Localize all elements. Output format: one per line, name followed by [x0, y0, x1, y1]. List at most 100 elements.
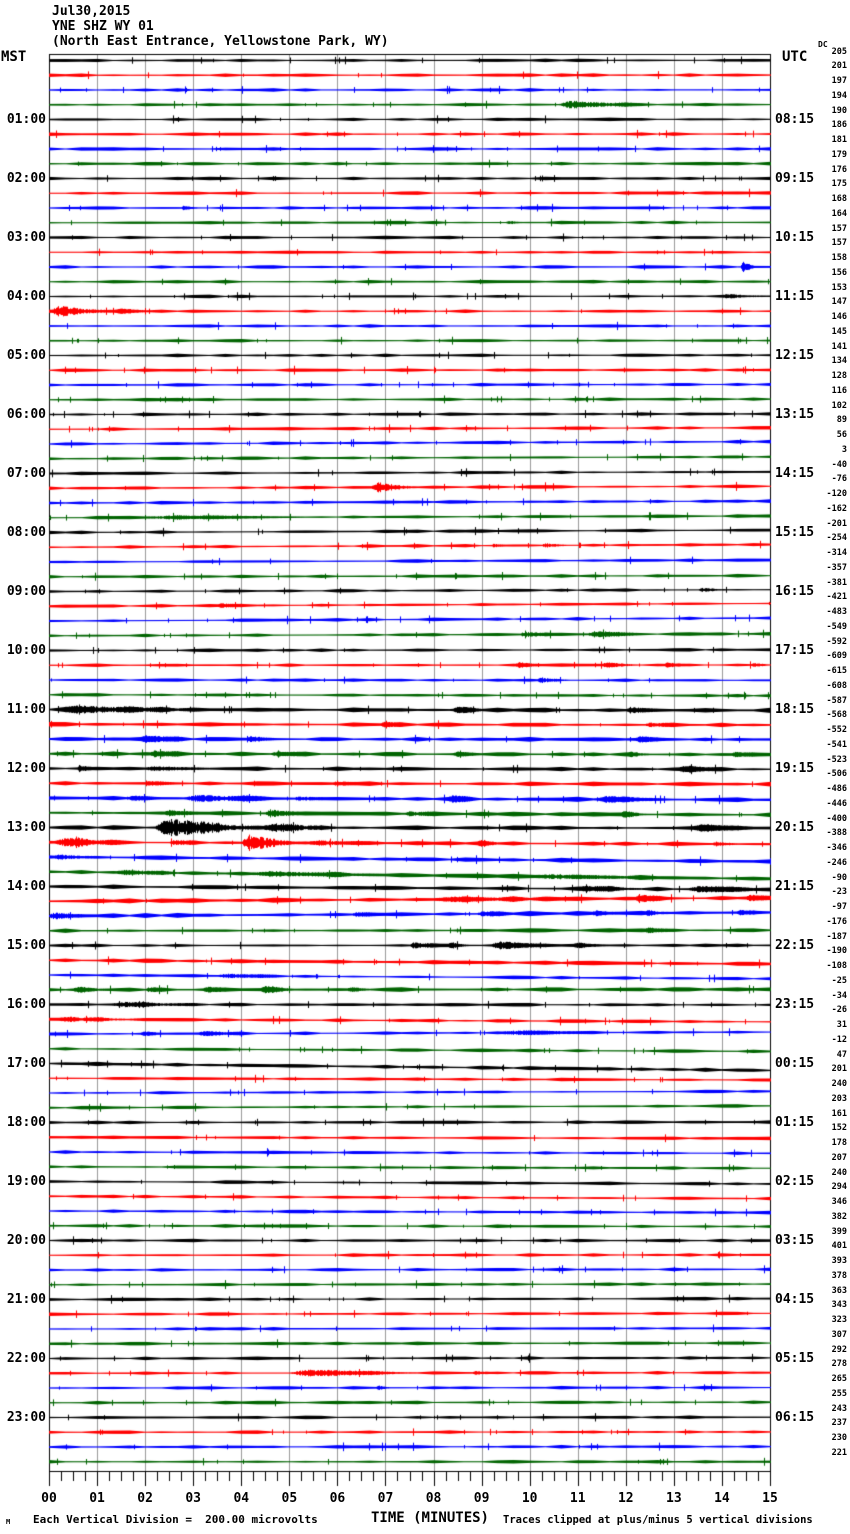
- dc-value-row-79: 382: [831, 1211, 847, 1222]
- dc-value-row-90: 265: [831, 1374, 847, 1384]
- utc-label-12:15: 12:15: [775, 347, 815, 363]
- utc-label-17:15: 17:15: [775, 642, 815, 658]
- mst-label-09:00: 09:00: [6, 583, 46, 599]
- utc-label-18:15: 18:15: [775, 701, 815, 717]
- utc-label-06:15: 06:15: [775, 1409, 815, 1425]
- dc-value-row-93: 237: [831, 1418, 847, 1429]
- dc-value-row-6: 181: [831, 135, 847, 145]
- dc-value-row-19: 145: [831, 326, 847, 337]
- x-tick-label-05: 05: [281, 1491, 298, 1506]
- x-tick-label-00: 00: [41, 1491, 57, 1506]
- dc-value-row-70: 240: [831, 1079, 847, 1089]
- mst-label-06:00: 06:00: [6, 406, 46, 422]
- dc-value-row-8: 176: [831, 164, 847, 175]
- dc-value-row-49: -506: [826, 769, 847, 780]
- dc-value-row-34: -314: [826, 548, 847, 558]
- mst-label-01:00: 01:00: [6, 111, 46, 127]
- utc-label-09:15: 09:15: [775, 170, 815, 186]
- dc-value-row-66: 31: [836, 1020, 847, 1030]
- dc-value-row-2: 197: [831, 76, 847, 86]
- dc-value-row-33: -254: [826, 533, 847, 544]
- mst-axis-label: MST: [1, 49, 27, 65]
- dc-value-row-52: -400: [826, 813, 847, 824]
- dc-value-row-9: 175: [831, 179, 847, 190]
- utc-label-21:15: 21:15: [775, 878, 815, 894]
- dc-value-row-44: -587: [826, 695, 847, 706]
- dc-value-row-50: -486: [826, 784, 847, 794]
- dc-value-row-72: 161: [831, 1108, 847, 1119]
- dc-value-row-1: 201: [831, 61, 847, 72]
- utc-label-10:15: 10:15: [775, 229, 815, 245]
- utc-label-19:15: 19:15: [775, 760, 815, 776]
- utc-label-15:15: 15:15: [775, 524, 815, 540]
- utc-label-01:15: 01:15: [775, 1114, 815, 1130]
- dc-value-row-62: -108: [826, 961, 847, 971]
- mst-label-17:00: 17:00: [6, 1055, 46, 1071]
- dc-value-row-76: 240: [831, 1167, 847, 1178]
- dc-value-row-18: 146: [831, 312, 847, 322]
- dc-value-row-64: -34: [831, 990, 847, 1001]
- dc-value-row-37: -421: [826, 592, 847, 603]
- footer-corner-mark: M: [6, 1518, 11, 1526]
- utc-label-04:15: 04:15: [775, 1291, 815, 1307]
- x-tick-label-06: 06: [329, 1491, 346, 1506]
- x-tick-label-03: 03: [185, 1491, 202, 1506]
- dc-value-row-51: -446: [826, 798, 847, 809]
- mst-label-02:00: 02:00: [6, 170, 46, 186]
- footer-division-note: Each Vertical Division = 200.00 microvol…: [33, 1513, 318, 1526]
- mst-label-22:00: 22:00: [6, 1350, 46, 1366]
- utc-label-02:15: 02:15: [775, 1173, 815, 1189]
- mst-label-12:00: 12:00: [6, 760, 46, 776]
- dc-value-row-89: 278: [831, 1359, 847, 1370]
- dc-value-row-22: 128: [831, 371, 847, 381]
- x-axis-title: TIME (MINUTES): [370, 1510, 489, 1526]
- mst-label-05:00: 05:00: [6, 347, 46, 363]
- dc-value-row-77: 294: [831, 1182, 847, 1193]
- x-tick-label-15: 15: [762, 1491, 778, 1506]
- dc-value-row-16: 153: [831, 282, 847, 293]
- utc-label-22:15: 22:15: [775, 937, 815, 953]
- utc-label-00:15: 00:15: [775, 1055, 815, 1071]
- dc-value-row-59: -176: [826, 916, 847, 927]
- dc-value-row-54: -346: [826, 843, 847, 853]
- dc-value-row-78: 346: [831, 1197, 847, 1207]
- utc-label-23:15: 23:15: [775, 996, 815, 1012]
- utc-label-20:15: 20:15: [775, 819, 815, 835]
- utc-label-11:15: 11:15: [775, 288, 815, 304]
- mst-label-03:00: 03:00: [6, 229, 46, 245]
- dc-value-row-85: 343: [831, 1300, 847, 1311]
- dc-value-row-29: -76: [831, 474, 847, 485]
- mst-label-14:00: 14:00: [6, 878, 46, 894]
- dc-value-row-24: 102: [831, 400, 847, 411]
- dc-value-row-3: 194: [831, 90, 847, 101]
- dc-value-row-71: 203: [831, 1093, 847, 1104]
- dc-value-row-38: -483: [826, 607, 847, 617]
- utc-label-08:15: 08:15: [775, 111, 815, 127]
- dc-value-row-55: -246: [826, 857, 847, 868]
- header-station: YNE SHZ WY 01: [52, 19, 154, 34]
- x-tick-label-01: 01: [89, 1491, 105, 1506]
- mst-label-20:00: 20:00: [6, 1232, 46, 1248]
- dc-value-row-84: 363: [831, 1285, 847, 1296]
- utc-axis-label: UTC: [782, 49, 808, 65]
- dc-value-row-25: 89: [836, 415, 847, 426]
- x-tick-label-14: 14: [714, 1491, 730, 1506]
- dc-value-row-36: -381: [826, 577, 847, 588]
- dc-value-row-14: 158: [831, 253, 847, 263]
- mst-label-11:00: 11:00: [6, 701, 46, 717]
- dc-value-row-40: -592: [826, 636, 847, 647]
- dc-value-row-21: 134: [831, 356, 847, 367]
- header-date: Jul30,2015: [52, 4, 131, 19]
- dc-value-row-0: 205: [831, 46, 847, 57]
- utc-label-13:15: 13:15: [775, 406, 815, 422]
- dc-value-row-23: 116: [831, 385, 847, 396]
- dc-value-row-86: 323: [831, 1315, 847, 1325]
- dc-value-row-27: 3: [841, 444, 847, 455]
- utc-label-16:15: 16:15: [775, 583, 815, 599]
- utc-label-05:15: 05:15: [775, 1350, 815, 1366]
- dc-value-row-63: -25: [831, 975, 847, 986]
- x-tick-label-04: 04: [233, 1491, 250, 1506]
- mst-label-21:00: 21:00: [6, 1291, 46, 1307]
- dc-value-row-5: 186: [831, 120, 847, 131]
